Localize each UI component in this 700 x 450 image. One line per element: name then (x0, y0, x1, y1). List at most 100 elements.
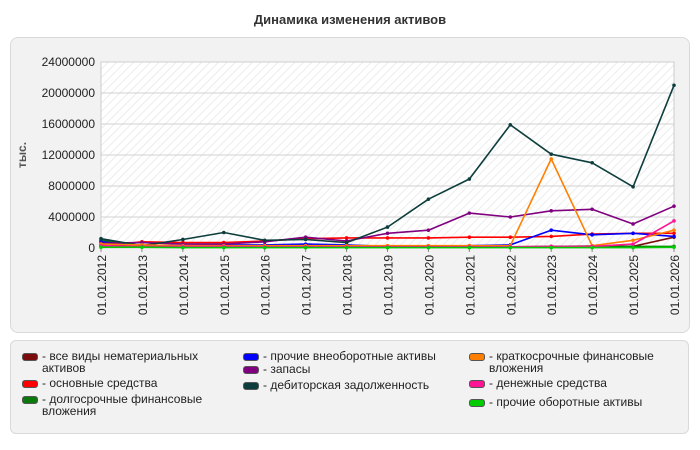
x-tick-labels: 01.01.2012 01.01.2013 01.01.2014 01.01.2015… (95, 248, 682, 315)
y-tick-label: 8000000 (48, 179, 95, 193)
legend-item-inventories[interactable]: - запасы (243, 363, 463, 375)
legend-label: прочие оборотные активы (496, 395, 643, 409)
data-point (221, 230, 226, 235)
data-point (385, 225, 390, 229)
data-point (590, 245, 594, 250)
legend-swatch (22, 380, 38, 388)
legend-item-fixed-assets[interactable]: - основные средства (22, 377, 237, 389)
legend-swatch (469, 399, 485, 407)
legend-item-intangible-assets[interactable]: - все виды нематериальных активов (22, 350, 237, 374)
data-point (508, 215, 513, 219)
data-point (426, 228, 431, 232)
legend-swatch (469, 353, 485, 361)
x-tick-label: 01.01.2026 (668, 255, 682, 315)
y-tick-label: 16000000 (42, 117, 96, 131)
legend-swatch (243, 353, 259, 361)
data-point (467, 211, 472, 215)
data-point (549, 245, 554, 250)
legend-label: все виды нематериальных активов (42, 349, 199, 375)
data-point (181, 245, 185, 250)
y-tick-label: 4000000 (48, 210, 95, 224)
x-tick-label: 01.01.2013 (136, 255, 150, 315)
data-point (672, 83, 676, 88)
y-tick-label: 20000000 (42, 86, 96, 100)
legend-swatch (22, 396, 38, 404)
data-point (99, 236, 103, 241)
data-point (344, 236, 349, 240)
data-point (672, 204, 676, 208)
data-point (590, 160, 594, 165)
legend-label: запасы (270, 362, 311, 376)
data-point (508, 122, 513, 127)
data-point (631, 242, 635, 246)
data-point (221, 245, 226, 250)
x-tick-label: 01.01.2020 (422, 255, 436, 315)
data-point (181, 237, 185, 242)
data-point (672, 231, 676, 236)
data-point (426, 236, 431, 240)
legend-swatch (243, 366, 259, 374)
y-tick-labels: 0 4000000 8000000 12000000 16000000 20000000 2… (42, 55, 96, 255)
data-point (467, 245, 472, 250)
legend-label: прочие внеоборотные активы (270, 349, 436, 363)
legend-item-long-term-investments[interactable]: - долгосрочные финансовые вложения (22, 393, 237, 417)
legend-swatch (22, 353, 38, 361)
y-tick-label: 24000000 (42, 55, 96, 69)
legend-swatch (243, 382, 259, 390)
data-point (385, 236, 390, 240)
legend-label: денежные средства (496, 376, 607, 390)
x-tick-label: 01.01.2015 (218, 255, 232, 315)
data-point (631, 245, 635, 250)
y-tick-label: 0 (88, 241, 95, 255)
data-point (549, 157, 554, 161)
x-tick-label: 01.01.2016 (259, 255, 273, 315)
data-point (385, 245, 390, 250)
series-lines (99, 83, 676, 250)
data-point (426, 197, 431, 201)
data-point (99, 245, 103, 250)
x-tick-label: 01.01.2017 (300, 255, 314, 315)
data-point (631, 222, 635, 226)
x-tick-label: 01.01.2019 (382, 255, 396, 315)
data-point (631, 231, 635, 236)
legend: - все виды нематериальных активов - осно… (10, 340, 689, 434)
data-point (140, 245, 144, 250)
x-tick-label: 01.01.2014 (177, 255, 191, 315)
x-tick-label: 01.01.2018 (341, 255, 355, 315)
chart-title: Динамика изменения активов (253, 12, 447, 27)
data-point (303, 237, 308, 242)
data-point (590, 233, 594, 237)
legend-item-short-term-investments[interactable]: - краткосрочные финансовые вложения (469, 350, 684, 374)
data-point (631, 238, 635, 243)
legend-item-other-current-assets[interactable]: - прочие оборотные активы (469, 396, 684, 408)
legend-label: долгосрочные финансовые вложения (42, 392, 203, 418)
x-tick-label: 01.01.2021 (463, 255, 477, 315)
legend-item-other-noncurrent-assets[interactable]: - прочие внеоборотные активы (243, 350, 463, 362)
data-point (467, 177, 472, 181)
data-point (303, 245, 308, 250)
data-point (262, 245, 267, 250)
data-point (549, 234, 554, 239)
data-point (590, 207, 594, 212)
data-point (672, 245, 676, 250)
data-point (549, 209, 554, 213)
legend-item-cash[interactable]: - денежные средства (469, 377, 684, 389)
y-axis-label: тыс. (15, 142, 29, 168)
y-tick-label: 12000000 (42, 148, 96, 162)
data-point (549, 152, 554, 157)
legend-label: дебиторская задолженность (270, 378, 430, 392)
data-point (262, 238, 267, 243)
legend-label: краткосрочные финансовые вложения (489, 349, 654, 375)
data-point (385, 231, 390, 236)
legend-item-receivables[interactable]: - дебиторская задолженность (243, 379, 463, 391)
x-tick-label: 01.01.2012 (95, 255, 109, 315)
data-point (508, 245, 513, 250)
data-point (467, 235, 472, 239)
x-tick-label: 01.01.2024 (586, 255, 600, 315)
data-point (672, 219, 676, 223)
data-point (344, 240, 349, 245)
data-point (344, 245, 349, 250)
x-tick-label: 01.01.2023 (545, 255, 559, 315)
data-point (549, 228, 554, 232)
data-point (508, 235, 513, 239)
